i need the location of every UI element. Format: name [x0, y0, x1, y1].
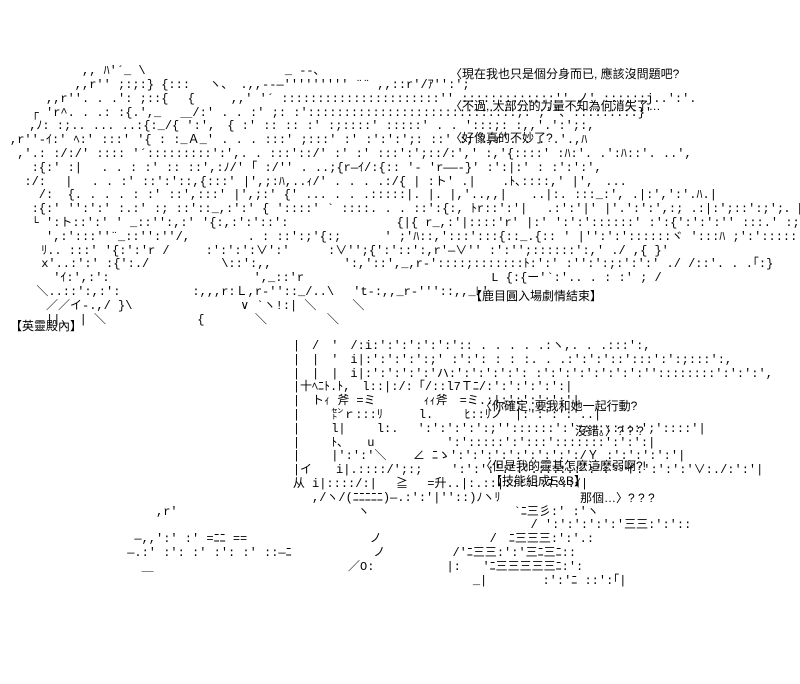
ascii-art-bottom: | / ' /:i:':':':':':':: . . . . .:ヽ,. . … — [120, 340, 773, 588]
dialogue-line-2: 〈不過, 大部分的力量不知為何消失了… — [450, 100, 661, 114]
scene-location-label: 【英靈殿內】 — [10, 320, 82, 334]
dialogue-line-8: 那個…〉? ? ? — [580, 492, 655, 506]
scene-end-label: 【鹿目圓入場劇情結束】 — [470, 290, 602, 304]
dialogue-line-1: 〈現在我也只是個分身而已, 應該沒問題吧? — [450, 68, 679, 82]
dialogue-line-4: 〈你確定, 要我和她一起行動? — [480, 400, 637, 414]
dialogue-line-6: 〈但是我的靈基怎麽這麽弱啊?! — [480, 460, 646, 474]
ascii-art-top: ,, ﾊ'´_ \ _ --､ ,,r'' ;:;:} {::: ヽ、 .,,-… — [10, 65, 800, 327]
dialogue-line-5: 沒錯。〉? ? ? — [575, 425, 644, 439]
dialogue-line-7: 【技能組成E&B】 — [490, 475, 586, 489]
dialogue-line-3: 〈好像真的不妙了? — [450, 132, 553, 146]
